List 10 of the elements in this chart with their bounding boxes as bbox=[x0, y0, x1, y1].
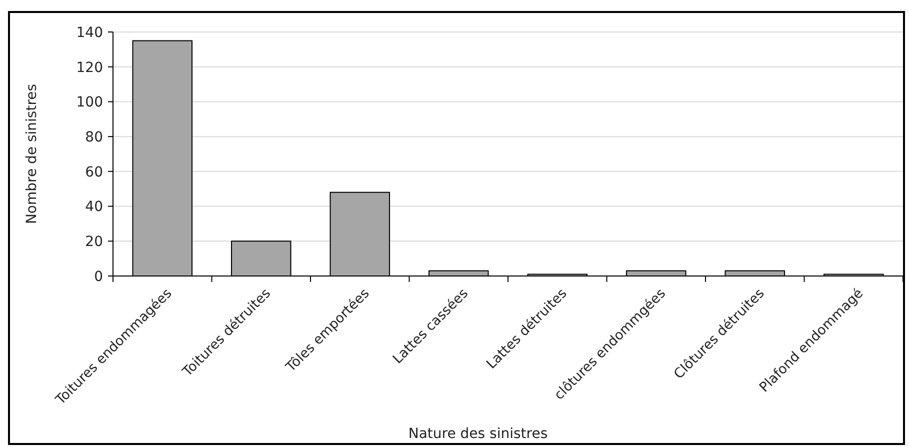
y-tick-label: 60 bbox=[85, 164, 103, 180]
y-tick-label: 140 bbox=[76, 24, 103, 41]
y-tick-label: 120 bbox=[76, 60, 103, 76]
y-axis-title: Nombre de sinistres bbox=[24, 84, 40, 224]
y-tick-label: 0 bbox=[94, 268, 103, 285]
y-tick-label: 100 bbox=[76, 94, 103, 111]
y-tick-label: 20 bbox=[85, 234, 103, 250]
x-axis-title: Nature des sinistres bbox=[408, 426, 548, 442]
y-tick-label: 40 bbox=[85, 199, 103, 216]
y-tick-label: 80 bbox=[85, 129, 103, 146]
